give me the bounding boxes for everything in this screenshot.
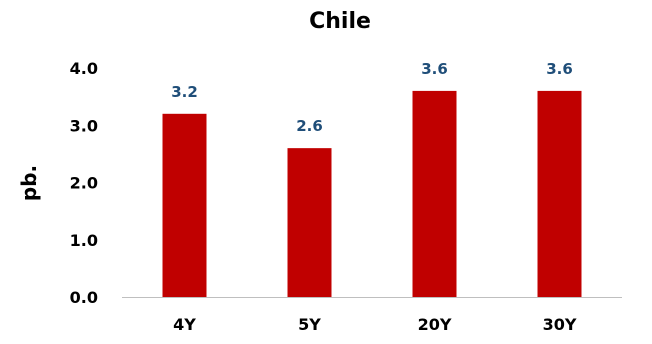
x-tick-labels: 4Y 5Y 20Y 30Y — [173, 315, 577, 334]
x-tick-label: 4Y — [173, 315, 196, 334]
y-tick-labels: 0.0 1.0 2.0 3.0 4.0 — [70, 59, 98, 307]
y-tick-label: 2.0 — [70, 174, 98, 193]
bar — [287, 148, 332, 297]
bar — [537, 90, 582, 298]
bar — [412, 90, 457, 298]
x-tick-label: 20Y — [418, 315, 452, 334]
data-label: 2.6 — [296, 117, 323, 135]
data-label: 3.2 — [171, 83, 198, 101]
chart-title: Chile — [309, 9, 371, 34]
x-tick-label: 5Y — [298, 315, 321, 334]
bars — [162, 90, 582, 298]
y-tick-label: 0.0 — [70, 288, 98, 307]
y-axis-label: pb. — [17, 165, 41, 201]
y-tick-label: 3.0 — [70, 116, 98, 135]
data-labels: 3.2 2.6 3.6 3.6 — [171, 60, 573, 135]
y-tick-label: 4.0 — [70, 59, 98, 78]
y-tick-label: 1.0 — [70, 231, 98, 250]
data-label: 3.6 — [546, 60, 573, 78]
x-tick-label: 30Y — [543, 315, 577, 334]
bar — [162, 113, 207, 297]
data-label: 3.6 — [421, 60, 448, 78]
